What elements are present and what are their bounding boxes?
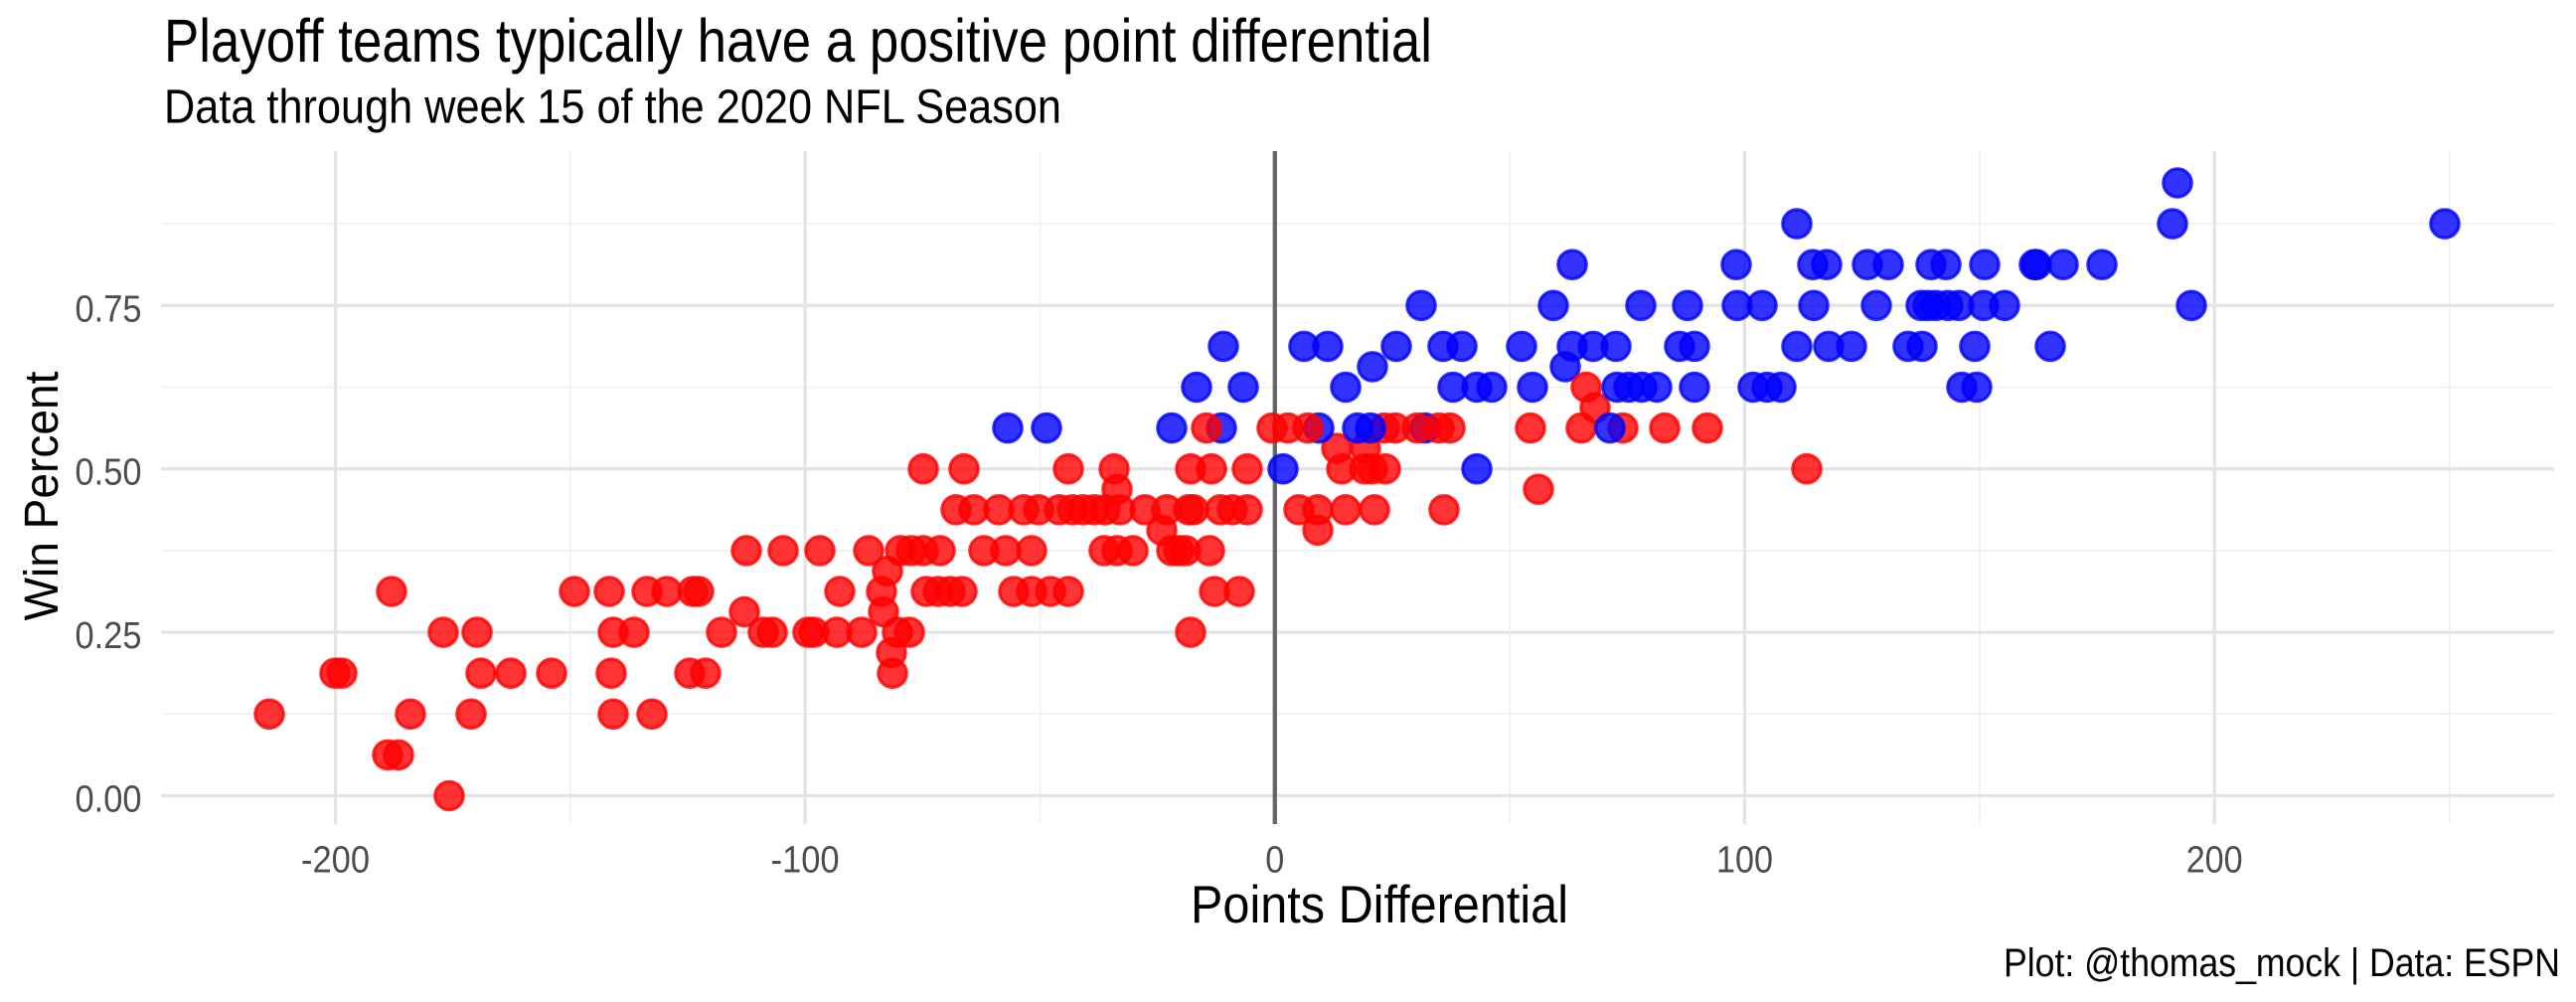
svg-text:100: 100: [1716, 840, 1773, 882]
svg-text:0.75: 0.75: [76, 288, 142, 330]
svg-text:-100: -100: [771, 840, 840, 882]
svg-text:Data through week 15 of the 20: Data through week 15 of the 2020 NFL Sea…: [164, 82, 1061, 134]
svg-text:0: 0: [1265, 840, 1284, 882]
svg-text:Playoff teams typically have a: Playoff teams typically have a positive …: [164, 7, 1432, 75]
svg-text:Win Percent: Win Percent: [15, 371, 69, 620]
svg-text:Plot: @thomas_mock | Data: ESP: Plot: @thomas_mock | Data: ESPN: [2004, 941, 2560, 985]
svg-text:0.00: 0.00: [76, 779, 142, 821]
svg-text:0.25: 0.25: [76, 615, 142, 657]
svg-text:0.50: 0.50: [76, 452, 142, 494]
svg-text:Points Differential: Points Differential: [1191, 876, 1568, 934]
svg-text:-200: -200: [301, 840, 370, 882]
svg-text:200: 200: [2186, 840, 2243, 882]
